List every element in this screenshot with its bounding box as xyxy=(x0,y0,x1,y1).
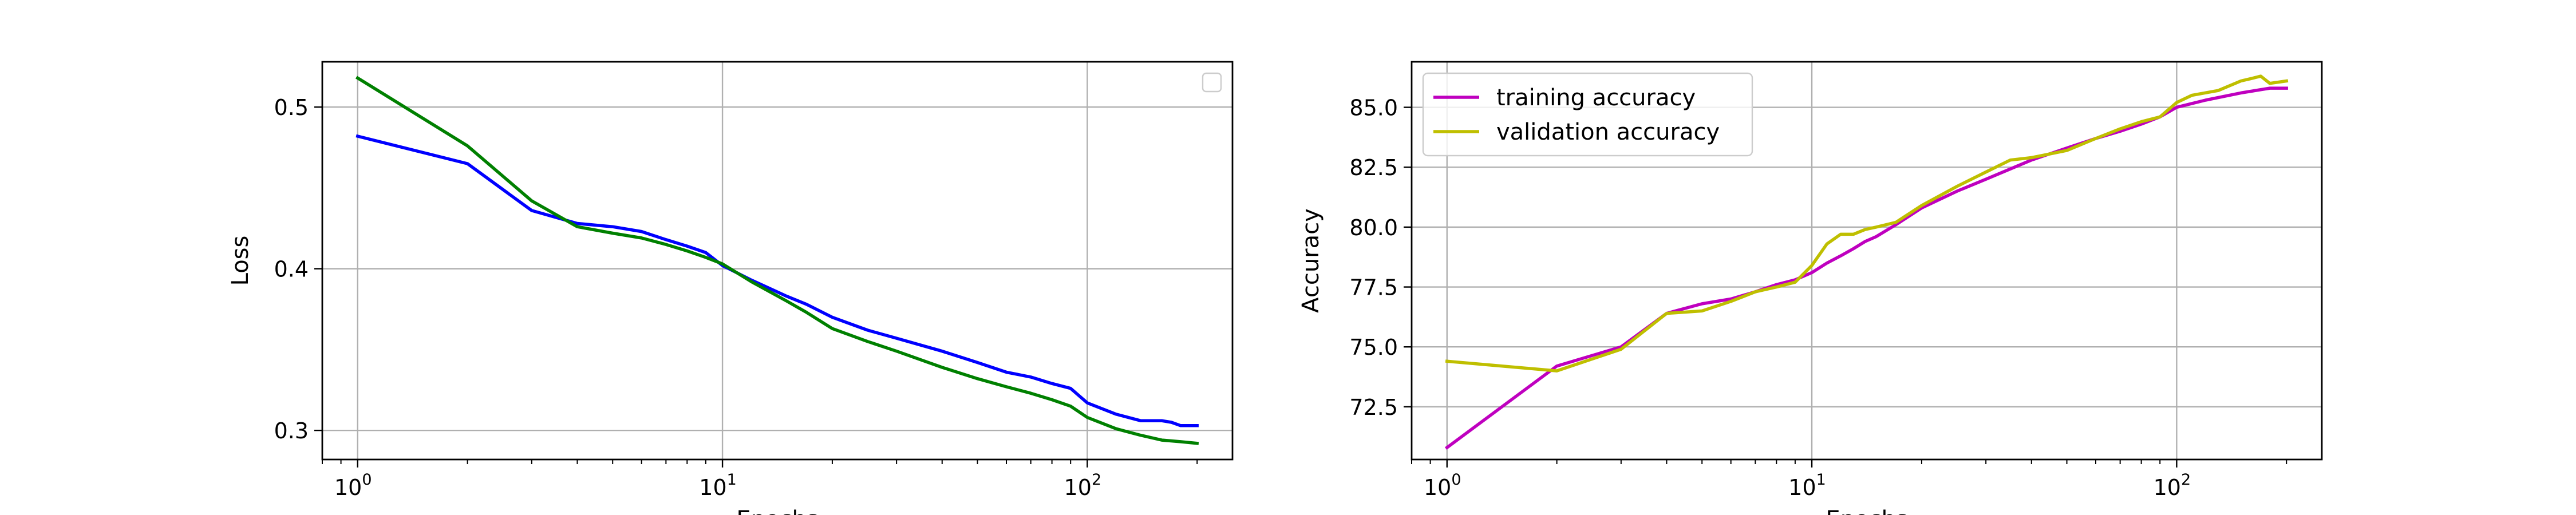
accuracy-chart: 100 101 102 72.5 75.0 77.5 80.0 82.5 85.0 Epochs A… xyxy=(1298,61,2323,515)
series-line-validation-accuracy xyxy=(1445,74,2289,373)
y-tick-label: 75.0 xyxy=(1349,335,1398,360)
legend-box xyxy=(1202,72,1222,93)
y-axis-label: Loss xyxy=(227,236,254,286)
y-tick-label: 85.0 xyxy=(1349,96,1398,121)
series-line-1 xyxy=(355,134,1199,427)
legend-box xyxy=(1422,72,1753,157)
y-tick-label: 0.5 xyxy=(274,95,309,120)
series-line-2 xyxy=(355,76,1199,445)
y-tick-label: 0.4 xyxy=(274,257,309,282)
axes-frame xyxy=(1411,61,2323,461)
loss-chart: 100 101 102 0.3 0.4 0.5 Epochs Loss xyxy=(227,61,1234,515)
axes-frame xyxy=(321,61,1234,461)
y-axis-label: Accuracy xyxy=(1298,208,1324,313)
x-tick-label: 100 xyxy=(334,471,372,500)
legend-label: validation accuracy xyxy=(1496,119,1720,145)
x-tick-label: 101 xyxy=(1788,471,1826,500)
x-tick-label: 102 xyxy=(1064,471,1102,500)
y-tick-label: 82.5 xyxy=(1349,155,1398,180)
legend-label: training accuracy xyxy=(1496,85,1696,111)
y-tick-label: 72.5 xyxy=(1349,395,1398,420)
x-tick-label: 102 xyxy=(2154,471,2191,500)
x-axis-label: Epochs xyxy=(736,506,818,515)
x-tick-label: 101 xyxy=(699,471,737,500)
y-tick-label: 80.0 xyxy=(1349,215,1398,240)
y-tick-label: 77.5 xyxy=(1349,275,1398,300)
x-tick-label: 100 xyxy=(1424,471,1461,500)
x-axis-label: Epochs xyxy=(1826,506,1907,515)
y-tick-label: 0.3 xyxy=(274,418,309,443)
